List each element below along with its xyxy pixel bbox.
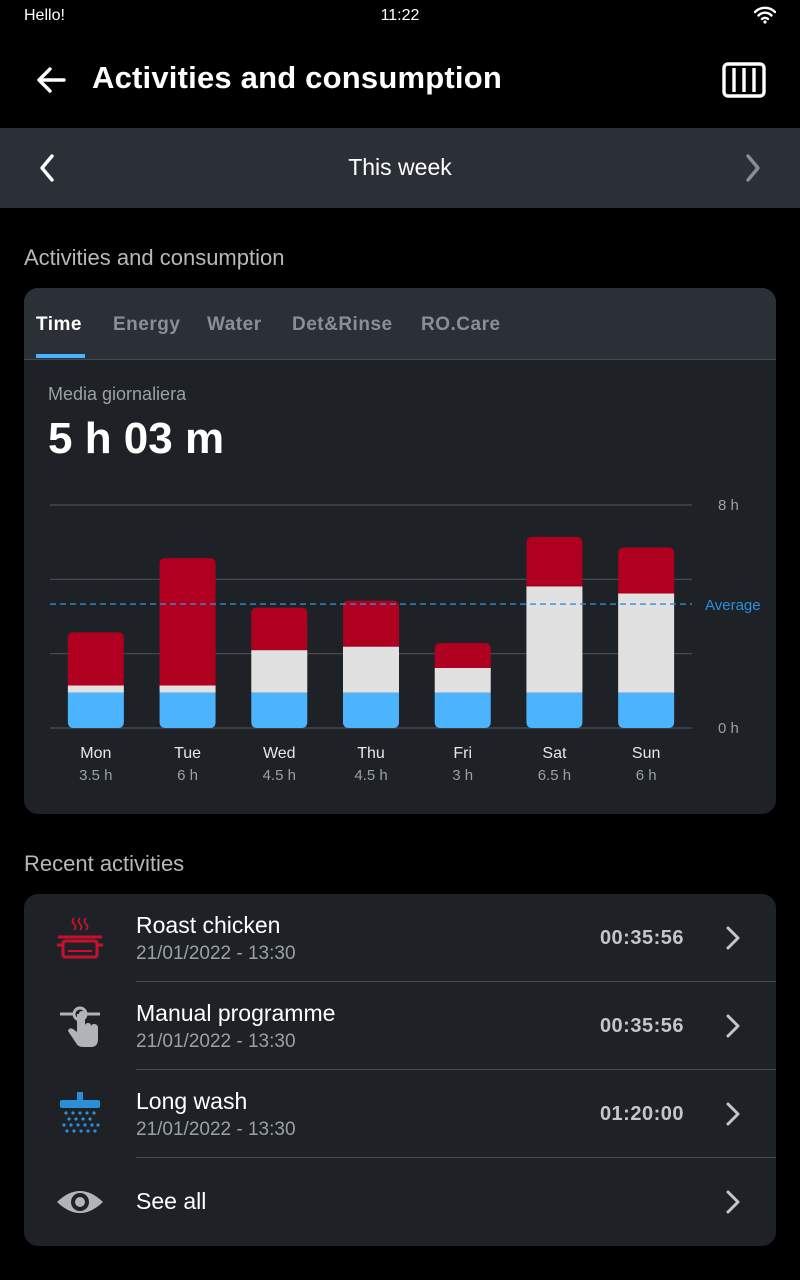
week-navigator: This week bbox=[0, 128, 800, 208]
x-tick-label: Mon bbox=[80, 745, 111, 762]
y-tick-label: 0 h bbox=[718, 720, 739, 737]
status-time: 11:22 bbox=[380, 7, 420, 24]
chart-bar-segment bbox=[343, 646, 399, 693]
chart-bar-segment bbox=[526, 536, 583, 587]
activity-date: 21/01/2022 - 13:30 bbox=[136, 1119, 296, 1140]
chart-bar-segment bbox=[251, 650, 308, 693]
activity-name: Roast chicken bbox=[136, 912, 281, 938]
activity-date: 21/01/2022 - 13:30 bbox=[136, 1031, 296, 1052]
chart-bar-segment bbox=[159, 558, 216, 686]
week-label: This week bbox=[348, 154, 452, 180]
chart-bar-segment bbox=[434, 692, 491, 728]
daily-average-label: Media giornaliera bbox=[48, 384, 187, 404]
chart-bar-segment bbox=[343, 600, 399, 647]
see-all-row[interactable]: See all bbox=[24, 1158, 776, 1246]
previous-week-button[interactable] bbox=[30, 148, 66, 188]
weekly-time-chart: 8 h 0 h Mon 3.5 h Tue 6 h Wed 4.5 h Thu 4.5 h Fri 3… bbox=[50, 497, 761, 784]
x-tick-label: Thu bbox=[357, 745, 385, 762]
chevron-right-icon bbox=[726, 1014, 740, 1038]
activity-duration: 00:35:56 bbox=[599, 1015, 684, 1037]
average-label: Average bbox=[705, 597, 761, 614]
chart-bar-segment bbox=[526, 586, 583, 693]
page-title: Activities and consumption bbox=[92, 60, 502, 95]
activity-name: Manual programme bbox=[136, 1000, 336, 1026]
daily-average-value: 5 h 03 m bbox=[48, 414, 225, 463]
bar-total-label: 6 h bbox=[177, 767, 198, 784]
app-bar: Activities and consumption bbox=[0, 32, 800, 128]
tab-ro-care[interactable]: RO.Care bbox=[421, 314, 501, 335]
tab-det-rinse[interactable]: Det&Rinse bbox=[292, 314, 393, 335]
wifi-icon bbox=[754, 6, 776, 24]
chart-bar-segment bbox=[434, 667, 491, 693]
status-text: Hello! bbox=[24, 7, 65, 24]
chevron-right-icon bbox=[726, 1102, 740, 1126]
tab-energy[interactable]: Energy bbox=[113, 314, 181, 335]
columns-view-icon[interactable] bbox=[722, 62, 766, 98]
back-arrow-icon[interactable] bbox=[28, 60, 76, 100]
divider bbox=[136, 1157, 776, 1158]
bar-total-label: 4.5 h bbox=[263, 767, 296, 784]
wash-spray-icon bbox=[60, 1092, 100, 1133]
chevron-right-icon bbox=[726, 1190, 740, 1214]
tab-time[interactable]: Time bbox=[36, 314, 83, 335]
chart-bar-segment bbox=[67, 632, 124, 686]
list-item[interactable]: Roast chicken 21/01/2022 - 13:30 00:35:5… bbox=[24, 894, 776, 982]
activity-duration: 00:35:56 bbox=[599, 927, 684, 949]
see-all-label: See all bbox=[136, 1188, 207, 1214]
bar-total-label: 6.5 h bbox=[538, 767, 571, 784]
chevron-right-icon bbox=[726, 926, 740, 950]
active-tab-indicator bbox=[36, 354, 85, 358]
x-tick-label: Sat bbox=[542, 745, 567, 762]
bar-total-label: 4.5 h bbox=[354, 767, 387, 784]
chart-bar-segment bbox=[159, 685, 216, 693]
bar-total-label: 6 h bbox=[636, 767, 657, 784]
chart-bar-segment bbox=[434, 643, 491, 668]
section-title-recent: Recent activities bbox=[24, 851, 185, 876]
chart-bar-segment bbox=[526, 692, 583, 728]
activity-duration: 01:20:00 bbox=[599, 1103, 684, 1125]
status-bar: Hello! 11:22 bbox=[0, 0, 800, 32]
list-item[interactable]: Long wash 21/01/2022 - 13:30 01:20:00 bbox=[24, 1070, 776, 1158]
next-week-button[interactable] bbox=[734, 148, 770, 188]
y-tick-label: 8 h bbox=[718, 497, 739, 514]
list-item[interactable]: Manual programme 21/01/2022 - 13:30 00:3… bbox=[24, 982, 776, 1070]
chart-bar-segment bbox=[251, 692, 308, 728]
chart-bar-segment bbox=[618, 547, 675, 594]
activity-date: 21/01/2022 - 13:30 bbox=[136, 943, 296, 964]
x-tick-label: Wed bbox=[263, 745, 296, 762]
x-tick-label: Fri bbox=[453, 745, 472, 762]
roast-pot-icon bbox=[57, 917, 103, 959]
tab-water[interactable]: Water bbox=[207, 314, 262, 335]
recent-activities-card: Roast chicken 21/01/2022 - 13:30 00:35:5… bbox=[24, 894, 776, 1246]
chart-bar-segment bbox=[67, 692, 124, 728]
x-tick-label: Sun bbox=[632, 745, 660, 762]
divider bbox=[136, 1069, 776, 1070]
bar-total-label: 3 h bbox=[452, 767, 473, 784]
section-title-activities: Activities and consumption bbox=[24, 245, 285, 270]
chart-bar-segment bbox=[67, 685, 124, 693]
eye-icon bbox=[57, 1191, 103, 1213]
hand-touch-icon bbox=[60, 1006, 100, 1047]
x-tick-label: Tue bbox=[174, 745, 201, 762]
bar-total-label: 3.5 h bbox=[79, 767, 112, 784]
consumption-tabs: Time Energy Water Det&Rinse RO.Care bbox=[24, 288, 776, 360]
chart-bar-segment bbox=[251, 607, 308, 651]
activity-name: Long wash bbox=[136, 1088, 248, 1114]
chart-bar-segment bbox=[618, 692, 675, 728]
chart-bar-segment bbox=[343, 692, 399, 728]
chart-bar-segment bbox=[159, 692, 216, 728]
divider bbox=[136, 981, 776, 982]
chart-bar-segment bbox=[618, 593, 675, 693]
consumption-card: Time Energy Water Det&Rinse RO.Care Medi… bbox=[24, 288, 776, 814]
